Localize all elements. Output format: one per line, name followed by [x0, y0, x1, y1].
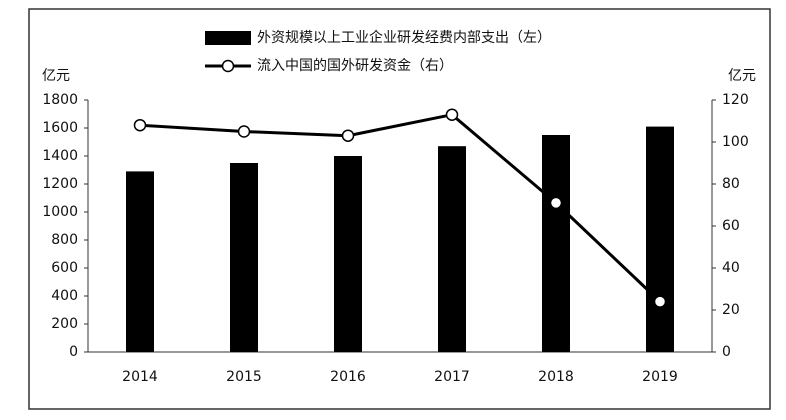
bar: [126, 171, 154, 352]
line-marker: [445, 108, 459, 121]
legend-marker: [221, 59, 235, 73]
y2-tick-label: 40: [722, 260, 740, 276]
y2-tick-label: 80: [722, 176, 740, 192]
bar: [230, 163, 258, 352]
y2-tick-label: 60: [722, 218, 740, 234]
y-tick-label: 1600: [42, 120, 78, 136]
line-marker: [549, 196, 563, 210]
x-tick-label: 2014: [122, 369, 158, 385]
bar: [334, 156, 362, 352]
bar: [438, 146, 466, 352]
line: [139, 113, 662, 303]
y-tick-label: 1800: [42, 92, 78, 108]
x-tick-label: 2016: [330, 369, 366, 385]
line-marker: [237, 125, 251, 138]
y2-axis-label: 亿元: [728, 68, 756, 84]
y-axis-label: 亿元: [42, 68, 70, 84]
x-tick-label: 2015: [226, 369, 262, 385]
y2-tick-label: 0: [722, 344, 731, 360]
y-tick-label: 600: [51, 260, 78, 276]
y-tick-label: 1400: [42, 148, 78, 164]
y2-tick-label: 20: [722, 302, 740, 318]
y2-tick-label: 120: [722, 92, 749, 108]
y-tick-label: 800: [51, 232, 78, 248]
x-tick-label: 2017: [434, 369, 470, 385]
line-marker: [341, 129, 355, 142]
y-tick-label: 400: [51, 288, 78, 304]
y-tick-label: 0: [69, 344, 78, 360]
y-tick-label: 1000: [42, 204, 78, 220]
bar: [646, 126, 674, 352]
legend-label: 外资规模以上工业企业研发经费内部支出（左）: [257, 29, 551, 46]
line-marker: [653, 295, 667, 308]
y-tick-label: 1200: [42, 176, 78, 192]
x-tick-label: 2019: [642, 369, 678, 385]
legend-swatch: [205, 31, 251, 45]
y2-tick-label: 100: [722, 134, 749, 150]
bar: [542, 135, 570, 352]
x-tick-label: 2018: [538, 369, 574, 385]
legend-label: 流入中国的国外研发资金（右）: [257, 58, 453, 74]
y-tick-label: 200: [51, 316, 78, 332]
line-marker: [133, 118, 147, 132]
